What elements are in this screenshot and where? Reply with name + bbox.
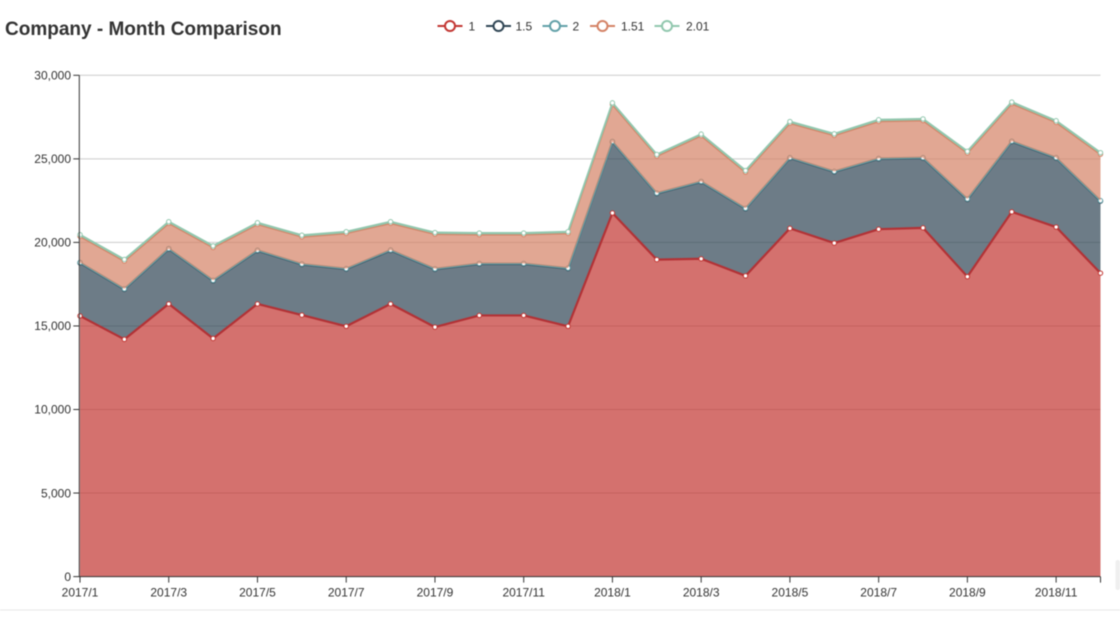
svg-text:2: 2 <box>573 19 580 33</box>
svg-text:2.01: 2.01 <box>686 19 710 33</box>
svg-text:25,000: 25,000 <box>34 152 71 166</box>
svg-text:2017/7: 2017/7 <box>328 586 365 600</box>
svg-text:2018/9: 2018/9 <box>949 586 986 600</box>
svg-text:2018/5: 2018/5 <box>772 586 809 600</box>
svg-text:2018/11: 2018/11 <box>1035 586 1078 600</box>
svg-text:2017/5: 2017/5 <box>239 586 276 600</box>
svg-text:2017/9: 2017/9 <box>417 586 454 600</box>
svg-text:2018/1: 2018/1 <box>594 586 631 600</box>
svg-text:2018/3: 2018/3 <box>683 586 720 600</box>
svg-text:2017/11: 2017/11 <box>502 586 545 600</box>
svg-text:0: 0 <box>64 570 71 584</box>
svg-text:1.51: 1.51 <box>621 19 645 33</box>
svg-text:10,000: 10,000 <box>34 403 71 417</box>
svg-text:2017/3: 2017/3 <box>150 586 187 600</box>
svg-text:15,000: 15,000 <box>34 319 71 333</box>
svg-text:30,000: 30,000 <box>34 69 71 83</box>
svg-text:Company - Month Comparison: Company - Month Comparison <box>5 19 282 40</box>
svg-text:20,000: 20,000 <box>34 236 71 250</box>
svg-text:1: 1 <box>469 19 476 33</box>
svg-text:5,000: 5,000 <box>41 486 71 500</box>
svg-text:1.5: 1.5 <box>516 19 533 33</box>
svg-text:2017/1: 2017/1 <box>62 586 99 600</box>
svg-text:2018/7: 2018/7 <box>860 586 897 600</box>
